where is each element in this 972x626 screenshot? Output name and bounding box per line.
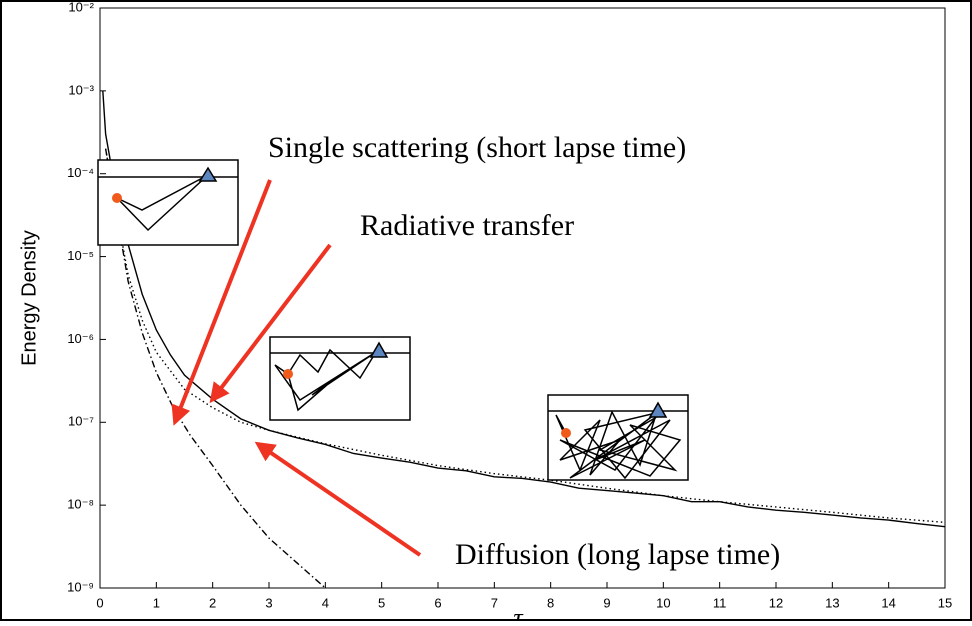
x-tick-label: 0 <box>96 595 103 610</box>
inset-diffusion <box>547 394 689 481</box>
plot-area <box>99 7 946 589</box>
inset-single <box>97 159 239 246</box>
y-tick-label: 10⁻⁸ <box>67 497 94 512</box>
x-tick-label: 11 <box>713 595 727 610</box>
series-line <box>104 148 946 524</box>
x-tick-label: 13 <box>825 595 839 610</box>
x-tick-label: 10 <box>656 595 670 610</box>
x-tick-label: 9 <box>603 595 610 610</box>
x-tick-label: 7 <box>491 595 498 610</box>
y-tick-label: 10⁻⁷ <box>68 414 94 429</box>
y-tick-label: 10⁻² <box>68 0 94 14</box>
y-tick-label: 10⁻⁵ <box>67 248 94 263</box>
inset-radiative <box>269 336 411 421</box>
annotation: Single scattering (short lapse time) <box>268 131 686 164</box>
x-tick-label: 12 <box>769 595 783 610</box>
y-tick-label: 10⁻⁶ <box>67 331 94 346</box>
x-axis-label: τ <box>513 603 524 621</box>
x-tick-label: 6 <box>434 595 441 610</box>
x-tick-label: 8 <box>547 595 554 610</box>
x-tick-label: 1 <box>153 595 160 610</box>
y-tick-label: 10⁻³ <box>68 82 94 97</box>
x-tick-label: 2 <box>209 595 216 610</box>
annotation: Radiative transfer <box>360 209 574 242</box>
x-tick-label: 5 <box>378 595 385 610</box>
x-tick-label: 4 <box>322 595 329 610</box>
series-line <box>104 148 326 589</box>
annotation: Diffusion (long lapse time) <box>455 538 780 571</box>
y-axis-label: Energy Density <box>18 230 40 366</box>
arrows <box>171 179 422 557</box>
y-tick-label: 10⁻⁴ <box>67 165 94 180</box>
y-tick-label: 10⁻⁹ <box>67 579 94 594</box>
x-tick-label: 14 <box>881 595 895 610</box>
x-tick-label: 15 <box>938 595 952 610</box>
x-tick-label: 3 <box>265 595 272 610</box>
series-line <box>102 90 946 528</box>
